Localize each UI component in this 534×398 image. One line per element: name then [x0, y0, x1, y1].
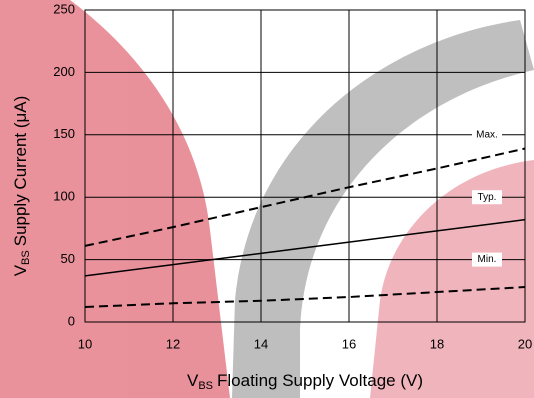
label-bg: [472, 127, 502, 142]
y-tick-label: 200: [53, 64, 75, 79]
y-label-rest: Supply Current (μA): [11, 96, 30, 247]
x-tick-label: 20: [518, 336, 532, 351]
x-tick-label: 16: [342, 336, 356, 351]
label-bg: [472, 190, 502, 205]
series-label: Typ.: [478, 192, 497, 203]
x-tick-label: 14: [254, 336, 268, 351]
watermark-red: [0, 0, 230, 398]
x-tick-label: 18: [430, 336, 444, 351]
x-label-main: V: [187, 371, 199, 390]
x-label-rest: Floating Supply Voltage (V): [217, 371, 423, 390]
y-tick-label: 0: [68, 313, 75, 328]
series-label: Min.: [478, 254, 497, 265]
y-label-sub: BS: [20, 250, 32, 265]
series-line: [84, 147, 526, 247]
y-axis-label: VBS Supply Current (μA): [11, 96, 31, 277]
y-tick-label: 50: [61, 251, 75, 266]
y-tick-label: 150: [53, 126, 75, 141]
watermark-gray: [232, 20, 534, 398]
x-axis-label: VBS Floating Supply Voltage (V): [187, 371, 423, 391]
series-line: [84, 286, 526, 309]
label-bg: [472, 252, 502, 267]
series-line: [84, 218, 526, 277]
x-tick-label: 12: [166, 336, 180, 351]
series-label: Max.: [476, 129, 498, 140]
y-tick-label: 100: [53, 189, 75, 204]
y-label-main: V: [11, 264, 30, 276]
watermark-pink: [370, 160, 534, 398]
x-label-sub: BS: [198, 380, 213, 392]
y-tick-label: 250: [53, 1, 75, 16]
x-tick-label: 10: [78, 336, 92, 351]
